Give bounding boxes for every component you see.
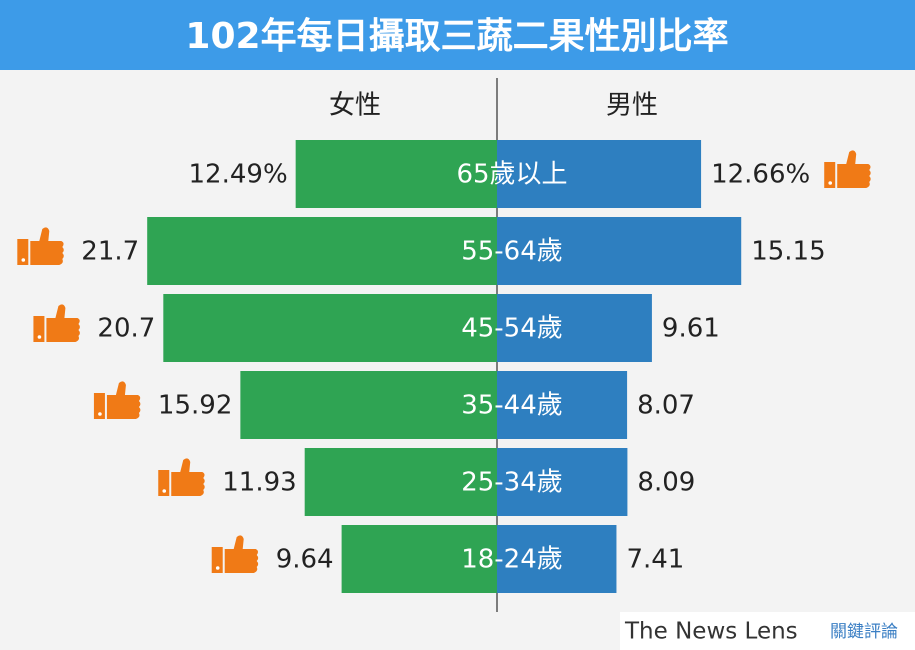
value-label: 21.7 [81, 237, 139, 267]
bar [497, 371, 628, 439]
thumb-cuff [824, 162, 836, 188]
thumb-icon [33, 304, 80, 342]
source-name: The News Lens [624, 619, 798, 645]
legend-label: 女性 [329, 91, 381, 121]
source-name-zh: 關鍵評論 [830, 622, 898, 642]
category-label: 65歲以上 [456, 160, 567, 190]
bar [497, 294, 652, 362]
thumb-dot [215, 566, 220, 570]
thumb-icon [93, 381, 141, 419]
category-label: 25-34歲 [461, 468, 563, 498]
value-label: 8.09 [637, 468, 695, 498]
category-label: 35-44歲 [461, 391, 563, 421]
category-label: 18-24歲 [461, 545, 563, 575]
bar [497, 140, 702, 208]
thumb-dot [21, 258, 26, 262]
value-label: 7.41 [626, 545, 684, 575]
thumb-dot [37, 335, 42, 339]
thumb-icon [211, 535, 259, 573]
value-label: 15.92 [158, 391, 232, 421]
thumb-icon [17, 227, 64, 265]
thumb-hand [30, 227, 64, 265]
thumb-icon [158, 458, 205, 496]
value-label: 8.07 [637, 391, 695, 421]
bar [497, 525, 617, 593]
category-label: 55-64歲 [461, 237, 563, 267]
bar [147, 217, 498, 285]
value-label: 12.49% [189, 160, 288, 190]
thumb-cuff [33, 316, 45, 342]
value-label: 11.93 [222, 468, 296, 498]
value-label: 12.66% [711, 160, 810, 190]
value-label: 15.15 [751, 237, 825, 267]
value-label: 9.61 [662, 314, 720, 344]
bar [163, 294, 498, 362]
bar [341, 525, 497, 593]
bar [497, 217, 742, 285]
thumb-hand [224, 535, 259, 573]
bar [240, 371, 497, 439]
value-label: 9.64 [276, 545, 334, 575]
legend-label: 男性 [606, 91, 658, 121]
thumb-cuff [17, 239, 29, 265]
bar [295, 140, 497, 208]
thumb-hand [837, 150, 871, 188]
bar [497, 448, 628, 516]
thumb-cuff [93, 393, 105, 419]
thumb-hand [106, 381, 141, 419]
bar [304, 448, 497, 516]
thumb-dot [98, 412, 102, 416]
thumb-dot [162, 489, 167, 493]
thumb-icon [824, 150, 871, 188]
chart-title: 102年每日攝取三蔬二果性別比率 [185, 16, 728, 57]
thumb-hand [46, 304, 80, 342]
thumb-hand [171, 458, 205, 496]
title-banner [0, 0, 915, 70]
category-label: 45-54歲 [461, 314, 563, 344]
thumb-dot [828, 181, 833, 185]
thumb-cuff [211, 547, 223, 573]
thumb-cuff [158, 470, 170, 496]
footer-box [620, 612, 915, 650]
value-label: 20.7 [97, 314, 155, 344]
